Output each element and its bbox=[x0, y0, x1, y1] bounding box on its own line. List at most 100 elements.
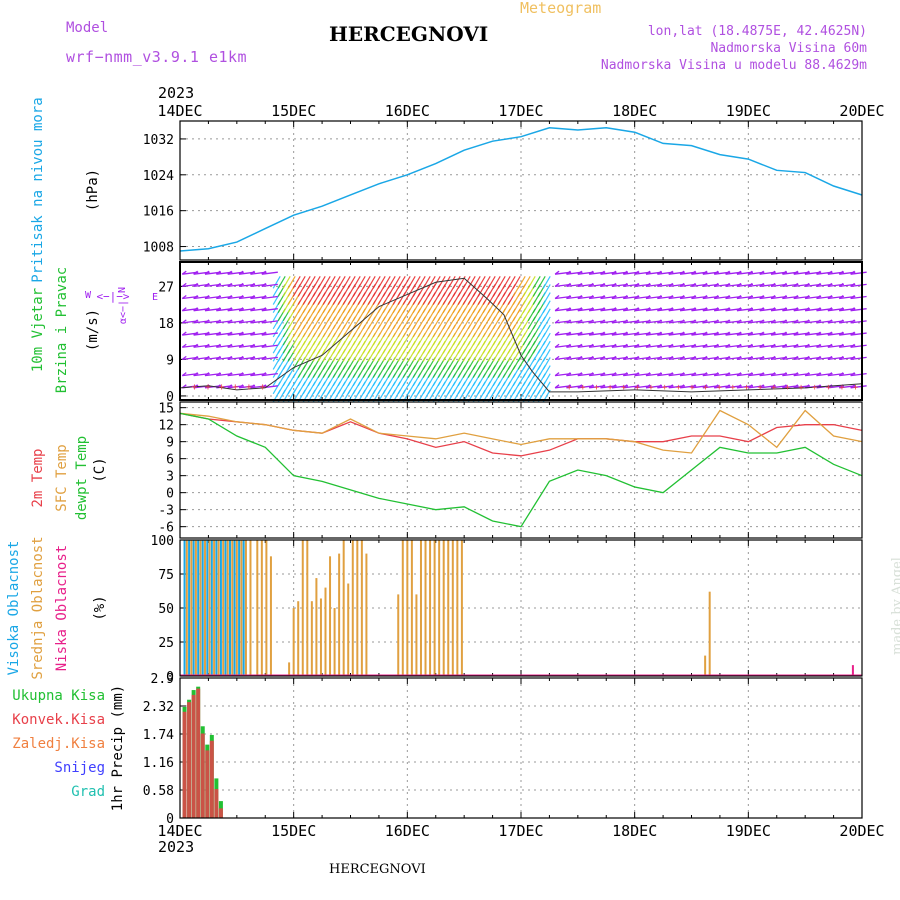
wind-arrowhead bbox=[204, 372, 210, 377]
wind-arrowhead bbox=[611, 384, 617, 389]
wind-arrowhead bbox=[838, 307, 844, 312]
wind-arrowhead bbox=[250, 270, 255, 275]
wind-arrowhead bbox=[850, 331, 856, 336]
wind-barb bbox=[442, 275, 451, 289]
model-label: Model bbox=[66, 20, 109, 36]
mid-cloud-bar bbox=[347, 583, 350, 676]
ylabel-cloud-unit: (%) bbox=[92, 595, 108, 620]
wind-arrowhead bbox=[804, 295, 810, 300]
wind-arrowhead bbox=[238, 372, 244, 377]
wind-arrowhead bbox=[782, 384, 787, 389]
wind-arrowhead bbox=[668, 331, 674, 336]
wind-arrowhead bbox=[554, 372, 560, 377]
ylabel-pressure: Pritisak na nivou mora bbox=[30, 97, 46, 282]
wind-arrowhead bbox=[204, 331, 210, 336]
wind-arrowhead bbox=[725, 270, 730, 275]
wind-arrowhead bbox=[850, 372, 856, 377]
wind-arrowhead bbox=[588, 372, 594, 377]
x-tick-label-bottom: 18DEC bbox=[612, 822, 657, 840]
wind-arrowhead bbox=[736, 343, 742, 348]
wind-arrowhead bbox=[770, 331, 776, 336]
wind-arrowhead bbox=[713, 343, 719, 348]
wind-arrowhead bbox=[747, 270, 753, 275]
wind-arrowhead bbox=[759, 295, 765, 300]
mid-cloud-bar bbox=[415, 594, 418, 676]
wind-arrowhead bbox=[261, 331, 267, 336]
wind-arrow bbox=[850, 385, 867, 389]
wind-barb bbox=[452, 275, 461, 289]
wind-barb bbox=[482, 275, 491, 289]
legend-total-rain: Ukupna Kisa bbox=[12, 688, 105, 704]
wind-arrowhead bbox=[691, 372, 696, 377]
x-tick-label-top: 14DEC bbox=[157, 102, 202, 120]
wind-arrowhead bbox=[634, 384, 640, 389]
wind-arrowhead bbox=[782, 319, 787, 324]
wind-arrowhead bbox=[657, 307, 662, 312]
wind-arrowhead bbox=[588, 384, 594, 389]
wind-arrowhead bbox=[816, 331, 821, 336]
ylabel-temp2m: 2m Temp bbox=[30, 448, 46, 507]
wind-arrowhead bbox=[622, 307, 628, 312]
wind-arrowhead bbox=[759, 319, 765, 324]
wind-arrowhead bbox=[215, 355, 221, 360]
wind-arrowhead bbox=[634, 295, 640, 300]
wind-arrowhead bbox=[611, 343, 617, 348]
wind-arrowhead bbox=[193, 282, 199, 287]
wind-arrowhead bbox=[577, 372, 583, 377]
wind-arrowhead bbox=[691, 319, 696, 324]
wind-arrowhead bbox=[261, 384, 267, 389]
wind-barb bbox=[542, 381, 551, 395]
wind-arrowhead bbox=[725, 384, 730, 389]
ylabel-mid-cloud: Srednja Oblacnost bbox=[30, 536, 46, 679]
mid-cloud-bar bbox=[401, 540, 404, 676]
wind-arrowhead bbox=[657, 319, 662, 324]
wind-arrowhead bbox=[634, 270, 640, 275]
wind-arrowhead bbox=[600, 270, 605, 275]
wind-arrowhead bbox=[181, 343, 187, 348]
wind-arrowhead bbox=[850, 282, 856, 287]
wind-arrowhead bbox=[554, 307, 560, 312]
wind-arrowhead bbox=[827, 270, 833, 275]
model-name: wrf−nmm_v3.9.1 e1km bbox=[66, 48, 248, 66]
wind-barb bbox=[342, 275, 351, 289]
legend-freezing-rain: Zaledj.Kisa bbox=[12, 736, 105, 752]
ylabel-precip: 1hr Precip (mm) bbox=[110, 685, 126, 811]
conv-precip-bar bbox=[200, 733, 205, 818]
wind-arrowhead bbox=[600, 384, 605, 389]
wind-arrowhead bbox=[645, 331, 651, 336]
wind-arrowhead bbox=[611, 319, 617, 324]
wind-arrowhead bbox=[566, 295, 571, 300]
wind-arrowhead bbox=[250, 331, 255, 336]
mid-cloud-bar bbox=[351, 540, 354, 676]
mid-cloud-bar bbox=[708, 591, 711, 676]
wind-arrow bbox=[261, 373, 278, 377]
wind-arrowhead bbox=[645, 307, 651, 312]
wind-marker: + bbox=[717, 383, 723, 393]
wind-marker: + bbox=[648, 383, 654, 393]
wind-barb bbox=[377, 275, 386, 289]
wind-arrowhead bbox=[554, 282, 560, 287]
wind-arrowhead bbox=[634, 355, 640, 360]
high-cloud-bar bbox=[197, 540, 200, 676]
wind-marker: + bbox=[826, 383, 832, 393]
wind-arrowhead bbox=[827, 343, 833, 348]
y-tick-label: 15 bbox=[158, 402, 174, 417]
wind-arrowhead bbox=[250, 282, 255, 287]
mid-cloud-bar bbox=[292, 608, 295, 676]
high-cloud-bar bbox=[206, 540, 209, 676]
wind-arrowhead bbox=[793, 319, 799, 324]
wind-arrowhead bbox=[827, 295, 833, 300]
mid-cloud-bar bbox=[410, 540, 413, 676]
wind-arrowhead bbox=[668, 372, 674, 377]
wind-arrowhead bbox=[850, 307, 856, 312]
wind-arrowhead bbox=[215, 307, 221, 312]
wind-arrowhead bbox=[804, 307, 810, 312]
wind-arrowhead bbox=[634, 331, 640, 336]
wind-arrowhead bbox=[238, 319, 244, 324]
wind-arrowhead bbox=[588, 282, 594, 287]
wind-arrowhead bbox=[600, 282, 605, 287]
wind-marker: + bbox=[798, 383, 804, 393]
wind-barb bbox=[507, 275, 516, 289]
wind-arrowhead bbox=[850, 270, 856, 275]
meteogram-label: Meteogram bbox=[520, 0, 602, 17]
